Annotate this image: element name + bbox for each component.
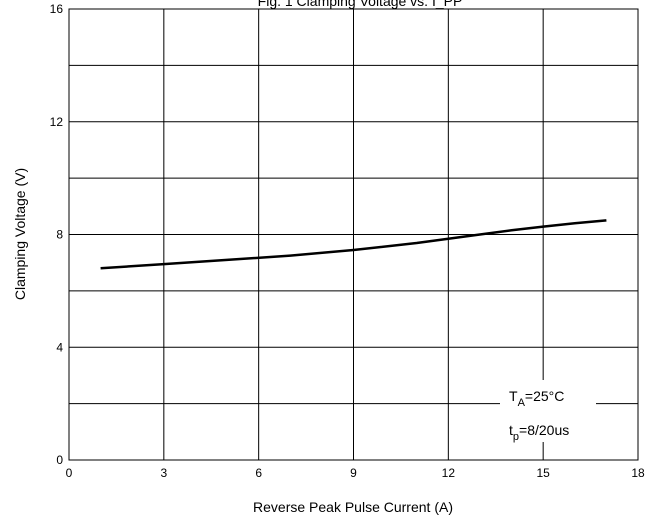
clamping-voltage-line [100,219,607,270]
plot-frame [68,8,639,461]
x-tick-label: 0 [66,466,73,480]
x-axis-ticks: 0 3 6 9 12 15 18 [66,466,645,480]
temperature-annotation: TA=25°C [509,388,564,409]
x-tick-label: 3 [160,466,167,480]
y-tick-label: 8 [56,228,63,242]
x-tick-label: 6 [255,466,262,480]
x-tick-label: 9 [350,466,357,480]
chart-title: Fig. 1 Clamping Voltage vs. I_PP [258,0,463,9]
series-layer [100,219,607,270]
annotation-box [500,380,596,442]
pulse-annotation: tp=8/20us [509,422,569,443]
x-tick-label: 15 [536,466,550,480]
y-tick-label: 16 [50,2,64,16]
y-tick-label: 4 [56,340,63,354]
x-tick-label: 18 [631,466,645,480]
grid-lines [69,9,638,460]
y-tick-label: 12 [50,115,64,129]
x-tick-label: 12 [442,466,456,480]
y-axis-ticks: 0 4 8 12 16 [50,2,64,467]
x-axis-label: Reverse Peak Pulse Current (A) [253,499,453,515]
y-axis-label: Clamping Voltage (V) [12,168,28,300]
y-tick-label: 0 [56,453,63,467]
